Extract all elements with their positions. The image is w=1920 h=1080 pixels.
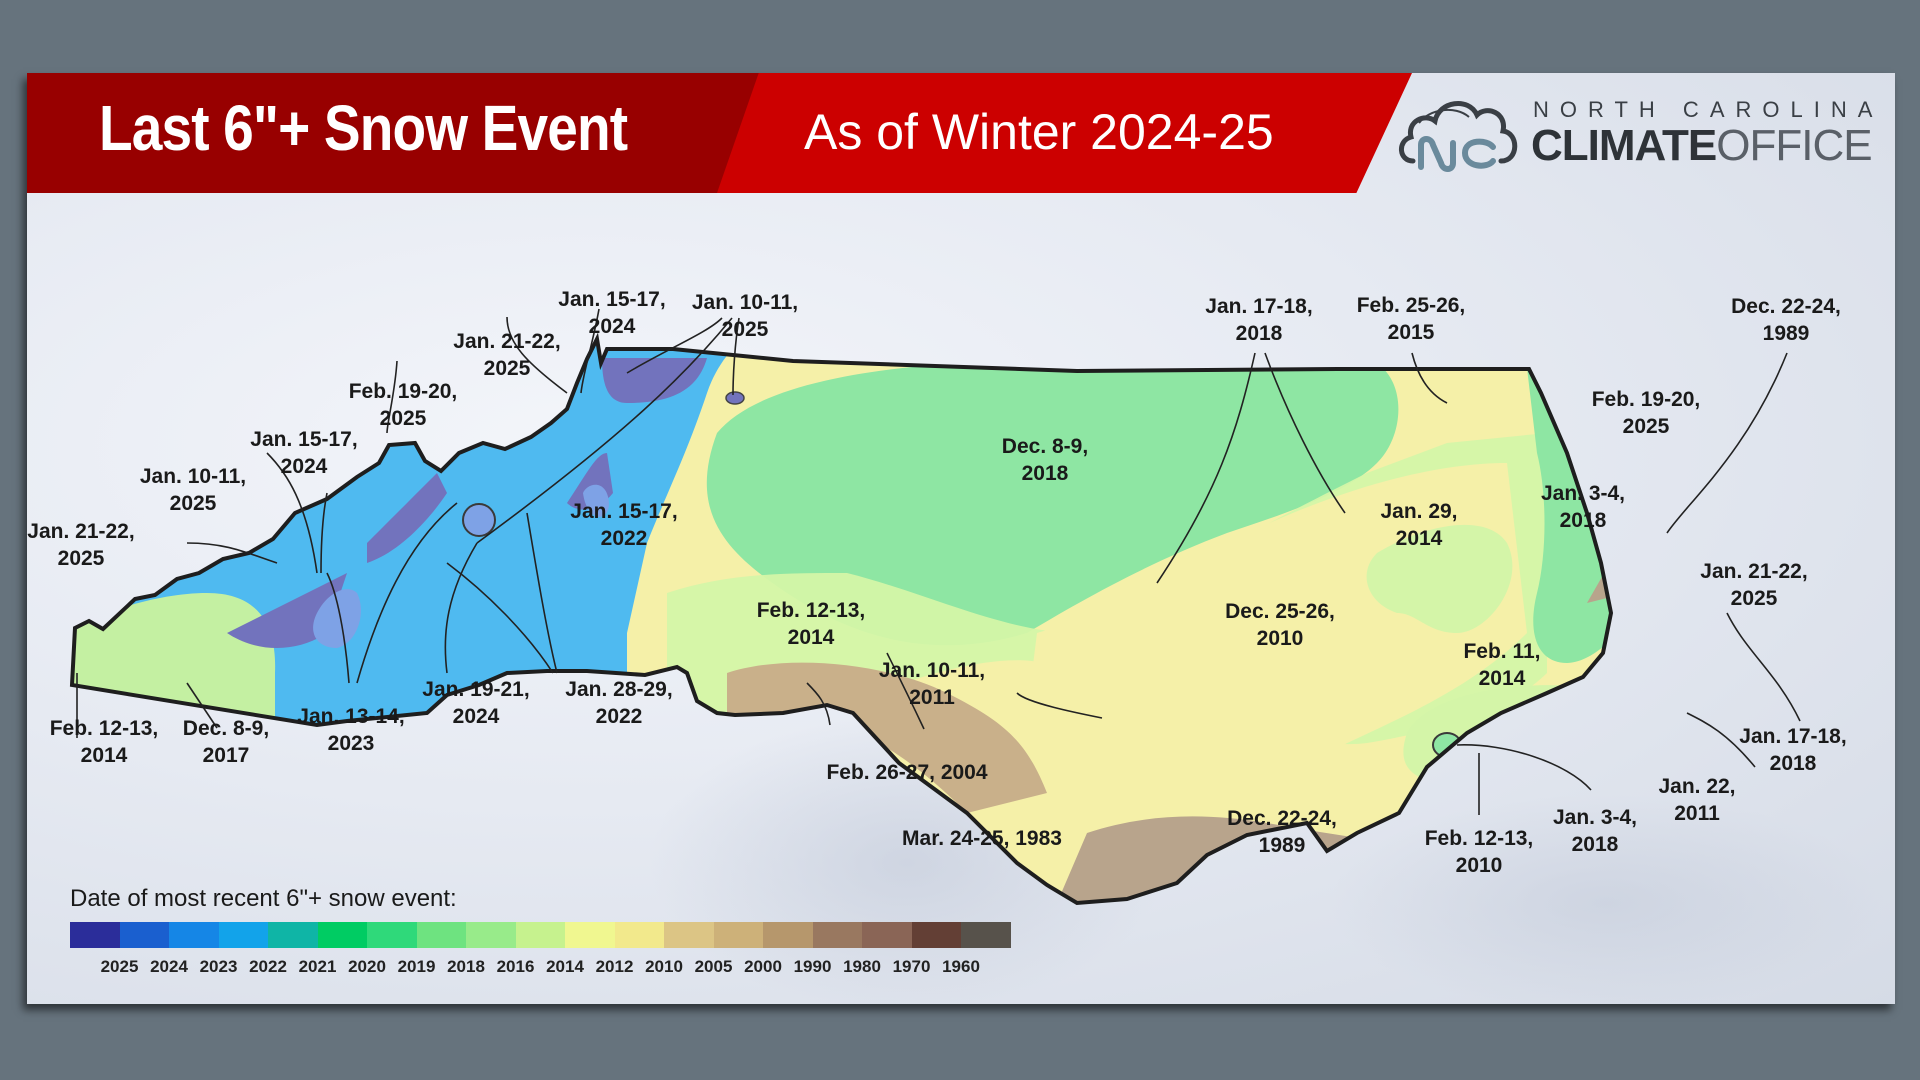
logo-text-climate-office: CLIMATEOFFICE [1531,121,1873,171]
map-label: Feb. 12-13, 2014 [49,717,159,767]
legend-label: 2021 [298,957,337,976]
map-label: Feb. 19-20, 2025 [348,380,458,430]
legend-swatch [268,922,318,948]
map-label: Jan. 17-18, 2018 [1739,725,1847,775]
legend-swatch [466,922,516,948]
nc-snow-map [70,308,1801,905]
subtitle-banner [717,73,1412,193]
legend-color-bar [70,922,1011,948]
legend-swatch [317,922,367,948]
map-label: Feb. 11, 2014 [1463,640,1541,690]
legend-title: Date of most recent 6"+ snow event: [70,885,457,912]
legend-label: 2022 [249,957,287,976]
map-label: Jan. 15-17, 2024 [558,288,666,338]
legend-label: 2012 [595,957,634,976]
legend-label: 2019 [397,957,436,976]
map-label: Jan. 13-14, 2023 [297,705,405,755]
legend-swatch [911,922,961,948]
map-label: Dec. 22-24, 1989 [1227,807,1337,857]
map-label: Jan. 10-11, 2025 [691,291,799,341]
map-label: Feb. 12-13, 2010 [1424,827,1534,877]
legend-label: 2010 [645,957,683,976]
legend-swatch [218,922,268,948]
legend-swatch [614,922,664,948]
legend-label: 1960 [942,957,980,976]
legend-swatch [862,922,912,948]
map-label: Jan. 15-17, 2024 [250,428,358,478]
legend-swatch [367,922,417,948]
legend-swatch [961,922,1011,948]
legend-label: 1970 [892,957,931,976]
title-banner [27,73,787,193]
nc-climate-office-logo: NORTH CAROLINA CLIMATEOFFICE [1395,83,1895,183]
map-label: Jan. 21-22, 2025 [453,330,561,380]
map-frame: Last 6"+ Snow Event As of Winter 2024-25… [27,73,1895,1004]
map-label: Jan. 21-22, 2025 [1700,560,1808,610]
map-label: Jan. 3-4, 2018 [1540,482,1626,532]
legend-swatch [515,922,565,948]
legend-swatch [416,922,466,948]
legend-swatch [664,922,714,948]
legend-swatch [713,922,763,948]
page-subtitle: As of Winter 2024-25 [804,104,1274,160]
legend-swatch [70,922,120,948]
legend-label: 2014 [546,957,584,976]
legend-swatch [812,922,862,948]
map-label: Jan. 15-17, 2022 [570,500,678,550]
map-label: Jan. 28-29, 2022 [565,678,673,728]
map-label: Jan. 3-4, 2018 [1552,806,1638,856]
map-label: Mar. 24-25, 1983 [902,827,1062,850]
map-label: Jan. 19-21, 2024 [422,678,530,728]
leader-lines [76,308,1801,815]
logo-text-office: OFFICE [1716,121,1872,170]
legend-swatch [763,922,813,948]
legend-label: 1980 [843,957,881,976]
legend-swatch [565,922,615,948]
map-label: Dec. 25-26, 2010 [1225,600,1335,650]
map-label: Jan. 22, 2011 [1658,775,1736,825]
map-label: Feb. 12-13, 2014 [756,599,866,649]
logo-text-climate: CLIMATE [1531,121,1717,170]
map-label: Jan. 21-22, 2025 [27,520,135,570]
frost-background [1327,793,1887,1004]
legend-label: 1990 [793,957,832,976]
map-label: Dec. 8-9, 2017 [182,717,270,767]
legend-label: 2023 [199,957,238,976]
page-title: Last 6"+ Snow Event [99,92,628,164]
legend-label: 2018 [447,957,485,976]
legend-swatch [119,922,169,948]
map-label: Jan. 17-18, 2018 [1205,295,1313,345]
snow-regions [72,339,1611,903]
legend-label: 2005 [694,957,733,976]
map-label: Feb. 25-26, 2015 [1356,294,1466,344]
map-label: Jan. 10-11, 2025 [139,465,247,515]
logo-text-north-carolina: NORTH CAROLINA [1533,97,1884,122]
legend-label: 2016 [496,957,535,976]
map-label: Dec. 8-9, 2018 [1001,435,1089,485]
legend-label: 2020 [348,957,386,976]
legend-label: 2024 [150,957,188,976]
map-label: Feb. 26-27, 2004 [826,761,988,784]
legend-labels: 2025 2024 2023 2022 2021 2020 2019 2018 2016 2014… [70,957,980,977]
map-label: Dec. 22-24, 1989 [1731,295,1841,345]
map-label: Jan. 10-11, 2011 [878,659,986,709]
map-label: Feb. 19-20, 2025 [1591,388,1701,438]
legend-label: 2000 [744,957,782,976]
nc-cloud-logo-icon [1399,101,1518,172]
legend-label: 2025 [100,957,139,976]
legend-swatch [169,922,219,948]
map-label: Jan. 29, 2014 [1380,500,1458,550]
